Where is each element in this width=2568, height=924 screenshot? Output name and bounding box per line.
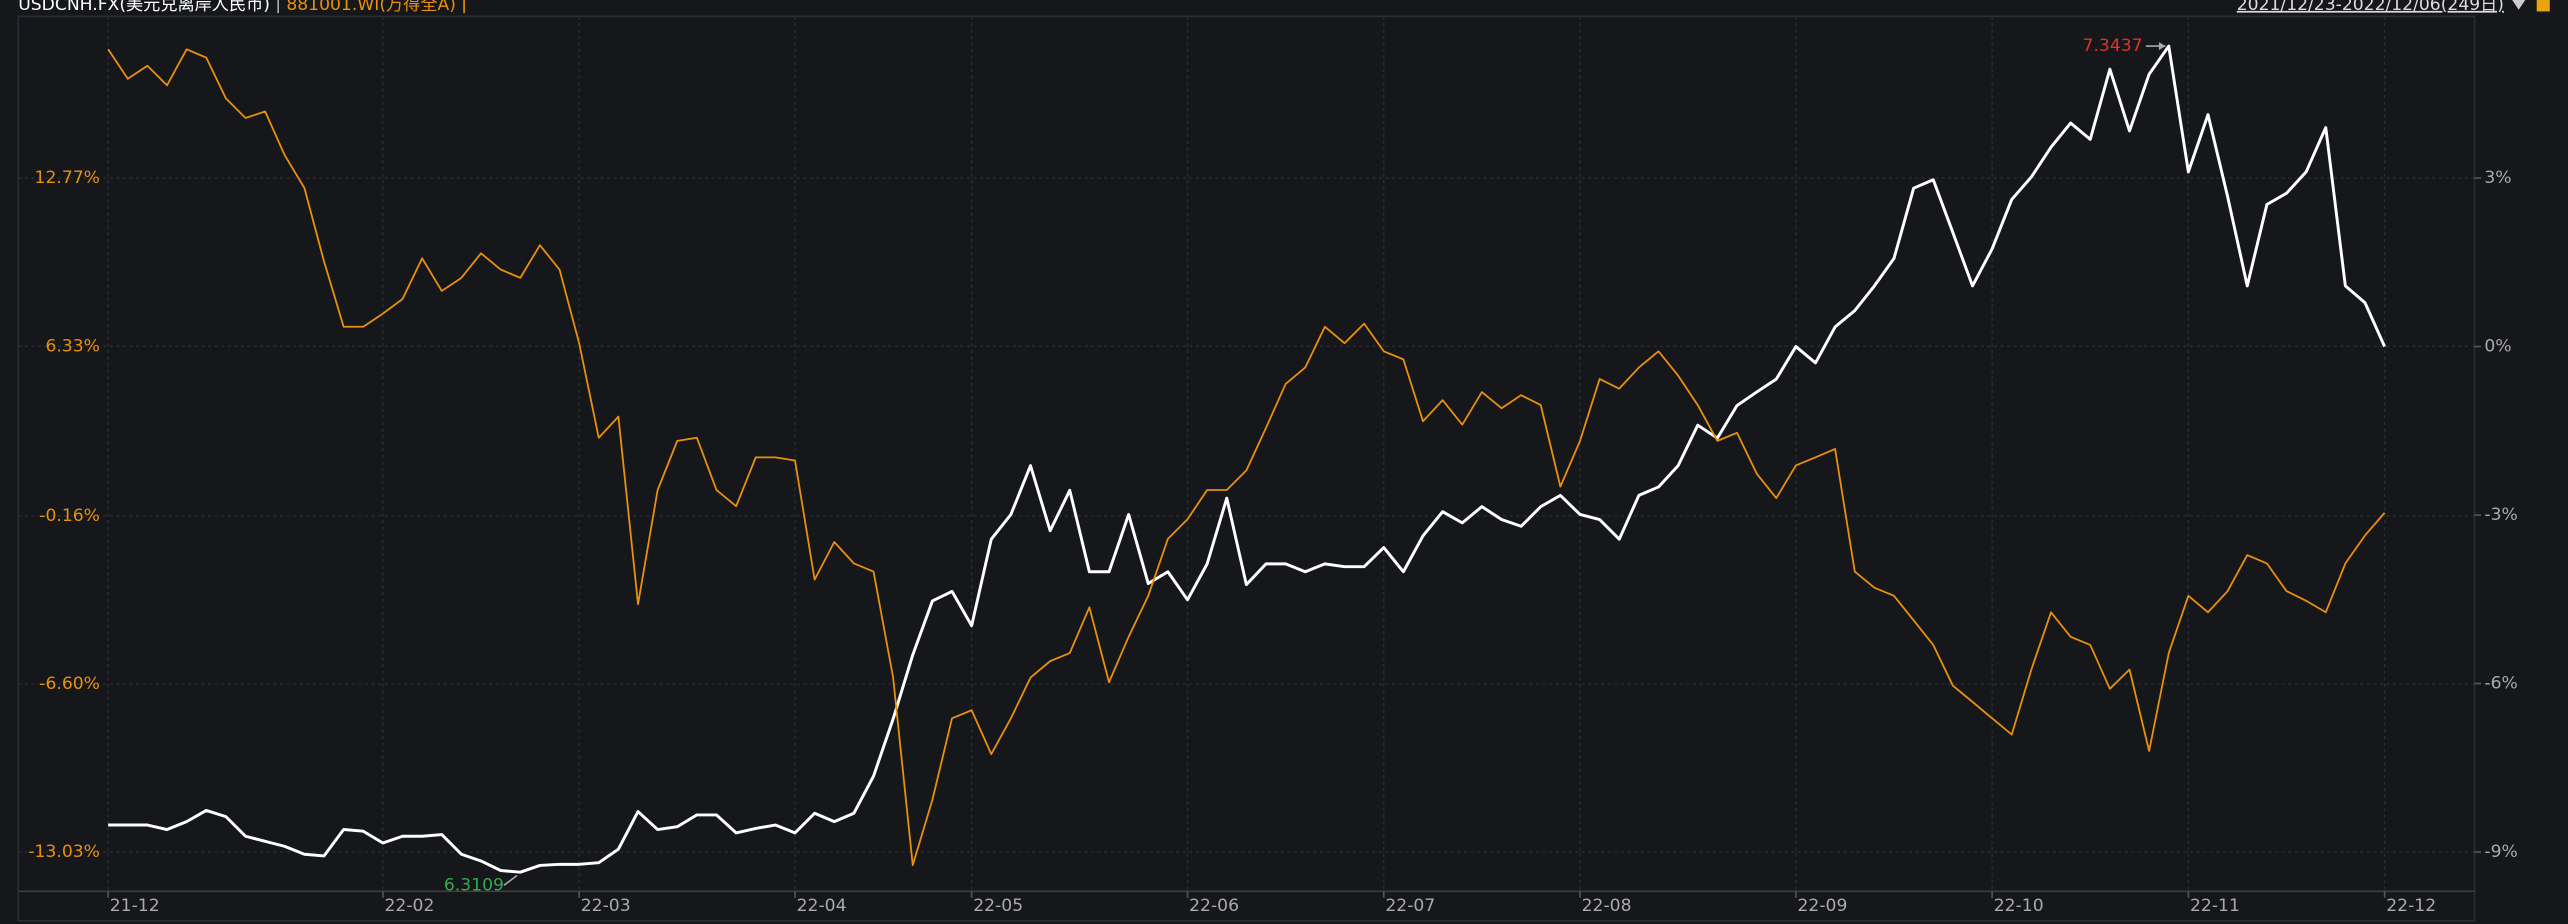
series-line	[108, 44, 2386, 874]
x-tick-label: 21-12	[110, 896, 160, 916]
x-tick-label: 22-04	[797, 896, 847, 916]
x-tick-label: 22-03	[581, 896, 631, 916]
annotation-min: 6.3109	[444, 875, 504, 895]
legend-entry[interactable]: 881001.WI(万得全A)	[286, 0, 456, 15]
y2-tick-label: -3%	[2484, 505, 2517, 525]
x-tick-label: 22-09	[1798, 896, 1848, 916]
x-tick-label: 22-10	[1994, 896, 2044, 916]
x-tick-label: 22-06	[1189, 896, 1239, 916]
x-tick-label: 22-08	[1582, 896, 1632, 916]
y2-tick-label: -6%	[2484, 674, 2517, 694]
y-tick-label: 12.77%	[35, 168, 100, 188]
y-tick-label: 6.33%	[45, 336, 100, 356]
annotation-max: 7.3437	[2083, 36, 2143, 56]
annotation-arrow	[503, 874, 518, 886]
y2-tick-label: 0%	[2484, 337, 2511, 357]
y-tick-label: -13.03%	[28, 842, 100, 862]
y2-tick-label: -9%	[2484, 842, 2517, 862]
lock-icon[interactable]	[2536, 0, 2550, 12]
y2-tick-label: 3%	[2484, 168, 2511, 188]
annotation-arrowhead	[2158, 42, 2166, 51]
date-range[interactable]: 2021/12/23-2022/12/06(249日)	[2237, 0, 2504, 15]
dropdown-icon[interactable]	[2512, 0, 2526, 10]
x-tick-label: 22-02	[385, 896, 435, 916]
header: USDCNH.FX(美元兑离岸人民币) 881001.WI(万得全A) 2021…	[18, 0, 2550, 15]
x-tick-label: 22-12	[2386, 896, 2436, 916]
x-tick-label: 22-07	[1385, 896, 1435, 916]
x-tick-label: 22-05	[973, 896, 1023, 916]
legend-entry[interactable]: USDCNH.FX(美元兑离岸人民币)	[18, 0, 270, 15]
x-tick-label: 22-11	[2190, 896, 2240, 916]
series-line	[107, 48, 2386, 867]
plot-frame	[17, 15, 2476, 922]
y-tick-label: -0.16%	[39, 506, 100, 526]
y-tick-label: -6.60%	[39, 674, 100, 694]
